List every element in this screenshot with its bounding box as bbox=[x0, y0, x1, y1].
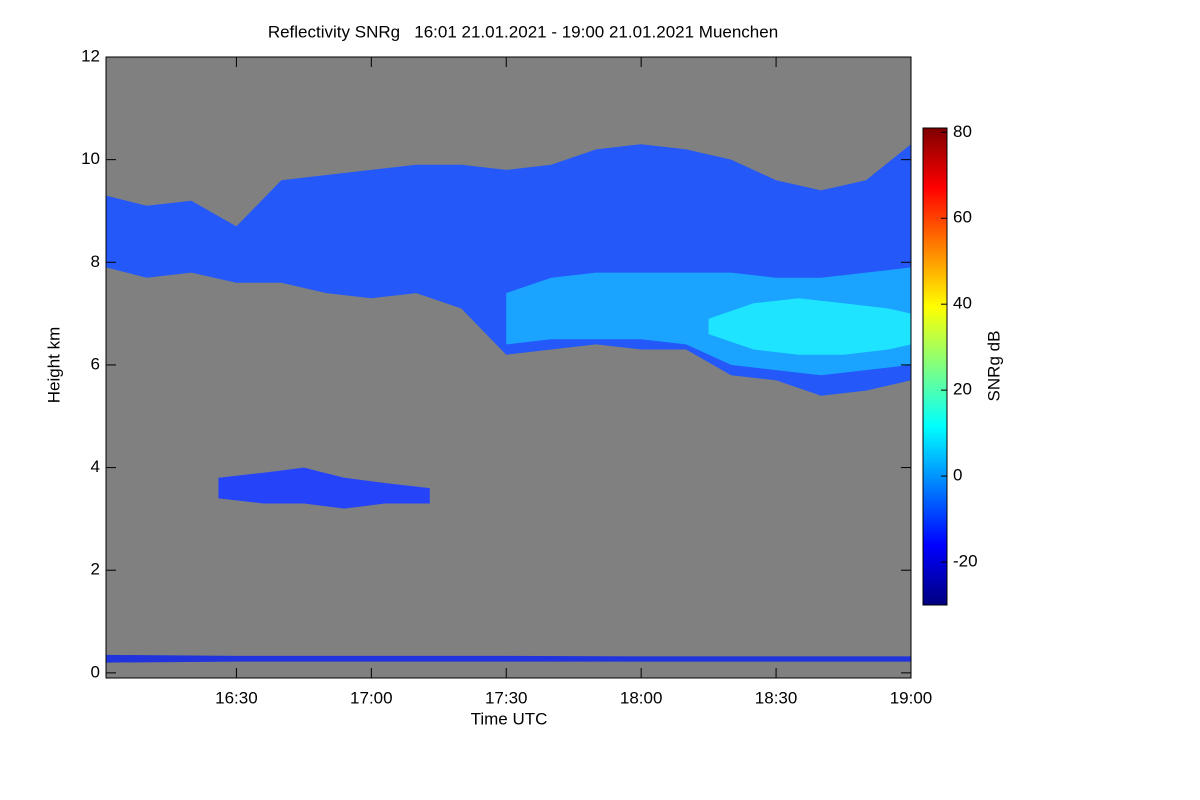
y-tick-label: 8 bbox=[91, 252, 100, 271]
y-axis-label: Height km bbox=[44, 327, 63, 404]
colorbar-tick-label: 20 bbox=[953, 380, 972, 399]
echo-layer bbox=[106, 654, 911, 663]
y-tick-label: 6 bbox=[91, 354, 100, 373]
y-tick-label: 10 bbox=[81, 149, 100, 168]
y-tick-label: 2 bbox=[91, 560, 100, 579]
x-axis-label: Time UTC bbox=[471, 709, 548, 728]
plot-frame bbox=[105, 56, 912, 679]
x-tick-label: 17:00 bbox=[350, 688, 393, 707]
x-tick-label: 16:30 bbox=[215, 688, 258, 707]
y-tick-label: 0 bbox=[91, 662, 100, 681]
colorbar-label: SNRg dB bbox=[984, 331, 1003, 402]
colorbar-tick-label: 80 bbox=[953, 122, 972, 141]
colorbar-tick-label: 40 bbox=[953, 294, 972, 313]
y-tick-label: 4 bbox=[91, 457, 100, 476]
echo-layer bbox=[708, 298, 911, 355]
x-tick-label: 18:30 bbox=[755, 688, 798, 707]
x-tick-label: 18:00 bbox=[620, 688, 663, 707]
colorbar-tick-label: -20 bbox=[953, 552, 978, 571]
colorbar bbox=[922, 127, 948, 606]
x-tick-label: 19:00 bbox=[890, 688, 933, 707]
colorbar-tick-label: 60 bbox=[953, 208, 972, 227]
x-tick-label: 17:30 bbox=[485, 688, 528, 707]
colorbar-tick-label: 0 bbox=[953, 466, 962, 485]
y-tick-label: 12 bbox=[81, 46, 100, 65]
chart-title: Reflectivity SNRg 16:01 21.01.2021 - 19:… bbox=[268, 22, 778, 41]
echo-layer bbox=[218, 467, 430, 509]
